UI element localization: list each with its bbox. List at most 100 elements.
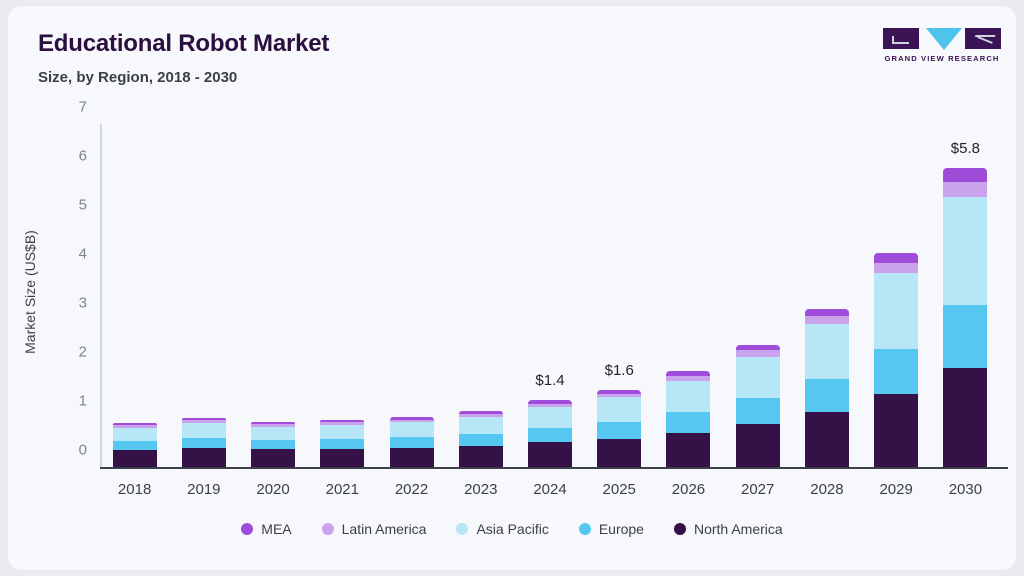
y-axis-tick-label: 2	[78, 343, 87, 361]
bar-segment[interactable]	[458, 410, 503, 414]
bar-segment[interactable]	[320, 438, 365, 449]
bar-segment[interactable]	[735, 344, 780, 351]
bar-segment[interactable]	[874, 349, 919, 395]
bar-group[interactable]: 2021	[320, 420, 365, 498]
letter-r-mark-icon	[965, 28, 1001, 49]
bar-segment[interactable]	[528, 407, 572, 428]
legend-item[interactable]: Asia Pacific	[456, 521, 549, 537]
bar-group[interactable]: 2018	[112, 423, 157, 498]
bar-segment[interactable]	[112, 427, 157, 441]
bar-group[interactable]: $5.8 2030	[943, 140, 988, 498]
y-axis-title: Market Size (US$B)	[22, 230, 38, 354]
bar-segment[interactable]	[943, 181, 988, 197]
bar-segment[interactable]	[735, 397, 780, 424]
bar-segment[interactable]	[389, 437, 434, 449]
bar-segment[interactable]	[112, 440, 157, 451]
bar-group[interactable]: $1.4 2024	[528, 372, 572, 498]
bar-segment[interactable]	[320, 422, 365, 425]
bar-group[interactable]: $1.6 2025	[597, 362, 642, 498]
bar-segment[interactable]	[528, 442, 572, 467]
y-axis-tick-label: 6	[78, 147, 87, 165]
bar-group[interactable]: 2023	[458, 410, 503, 498]
bar-segment[interactable]	[251, 422, 296, 425]
bar-segment[interactable]	[181, 437, 226, 449]
bar-segment[interactable]	[528, 427, 572, 443]
bar-segment[interactable]	[251, 426, 296, 440]
bar-segment[interactable]	[528, 403, 572, 408]
bar-segment[interactable]	[943, 305, 988, 369]
bar-segment[interactable]	[735, 356, 780, 398]
legend-item[interactable]: MEA	[241, 521, 292, 537]
bar-segment[interactable]	[597, 389, 642, 394]
y-axis-tick-label: 1	[78, 392, 87, 410]
bar-segment[interactable]	[735, 350, 780, 357]
bar-segment[interactable]	[666, 375, 711, 381]
legend-item[interactable]: North America	[673, 521, 783, 537]
bar-segment[interactable]	[389, 448, 434, 467]
bar-segment[interactable]	[112, 425, 157, 428]
page-subtitle: Size, by Region, 2018 - 2030	[38, 69, 238, 86]
bar-segment[interactable]	[458, 445, 503, 467]
legend-color-swatch	[578, 523, 591, 535]
bar-group[interactable]: 2028	[804, 308, 849, 498]
bar-group[interactable]: 2029	[874, 253, 919, 498]
legend-color-swatch	[673, 523, 686, 535]
bar-segment[interactable]	[666, 432, 711, 467]
bar-segment[interactable]	[458, 416, 503, 434]
bar-segment[interactable]	[181, 423, 226, 438]
bar-segment[interactable]	[389, 422, 434, 438]
bar-group[interactable]: 2019	[181, 418, 226, 498]
bar-segment[interactable]	[181, 420, 226, 424]
legend-item[interactable]: Latin America	[321, 521, 426, 537]
logo-marks	[881, 28, 1003, 50]
x-axis-tick-label: 2025	[602, 481, 636, 498]
bar-segment[interactable]	[597, 421, 642, 439]
bar-segment[interactable]	[666, 380, 711, 413]
bar-segment[interactable]	[874, 273, 919, 350]
bar-segment[interactable]	[458, 413, 503, 417]
bar-segment[interactable]	[320, 420, 365, 423]
bar-segment[interactable]	[597, 438, 642, 467]
legend-color-swatch	[241, 523, 254, 535]
bar-segment[interactable]	[804, 316, 849, 324]
bar-segment[interactable]	[458, 433, 503, 446]
bar-group[interactable]: 2026	[666, 370, 711, 498]
bar-segment[interactable]	[874, 263, 919, 274]
bar-segment[interactable]	[804, 323, 849, 379]
bar-segment[interactable]	[528, 400, 572, 404]
x-axis-tick-label: 2021	[325, 481, 359, 498]
bar-segment[interactable]	[804, 378, 849, 413]
y-axis-tick-label: 7	[78, 98, 87, 116]
bar-segment[interactable]	[251, 449, 296, 467]
bar-segment[interactable]	[804, 412, 849, 467]
bar-segment[interactable]	[597, 393, 642, 398]
bar-segment[interactable]	[943, 368, 988, 467]
bar-segment[interactable]	[181, 418, 226, 421]
bar-segment[interactable]	[112, 450, 157, 467]
bar-segment[interactable]	[666, 412, 711, 433]
bar-segment[interactable]	[804, 308, 849, 317]
bar-segment[interactable]	[735, 423, 780, 467]
bar-segment[interactable]	[389, 419, 434, 423]
bar-segment[interactable]	[181, 448, 226, 467]
bar-segment[interactable]	[112, 423, 157, 426]
bar-group[interactable]: 2020	[251, 422, 296, 498]
bar-segment[interactable]	[597, 397, 642, 422]
x-axis-tick-label: 2028	[810, 481, 844, 498]
bar-segment[interactable]	[251, 439, 296, 450]
bar-group[interactable]: 2027	[735, 344, 780, 498]
logo-wordmark: GRAND VIEW RESEARCH	[884, 54, 1000, 63]
bar-segment[interactable]	[666, 370, 711, 376]
legend-item[interactable]: Europe	[578, 521, 644, 537]
bar-segment[interactable]	[874, 253, 919, 264]
bar-segment[interactable]	[320, 448, 365, 467]
bar-segment[interactable]	[874, 394, 919, 467]
x-axis-tick-label: 2027	[741, 481, 775, 498]
bar-segment[interactable]	[251, 424, 296, 427]
bar-segment[interactable]	[943, 196, 988, 306]
bar-segment[interactable]	[943, 168, 988, 182]
bar-segment[interactable]	[320, 424, 365, 439]
bar-segment[interactable]	[389, 417, 434, 420]
bar-group[interactable]: 2022	[389, 417, 434, 498]
brand-logo: GRAND VIEW RESEARCH	[881, 28, 1003, 64]
